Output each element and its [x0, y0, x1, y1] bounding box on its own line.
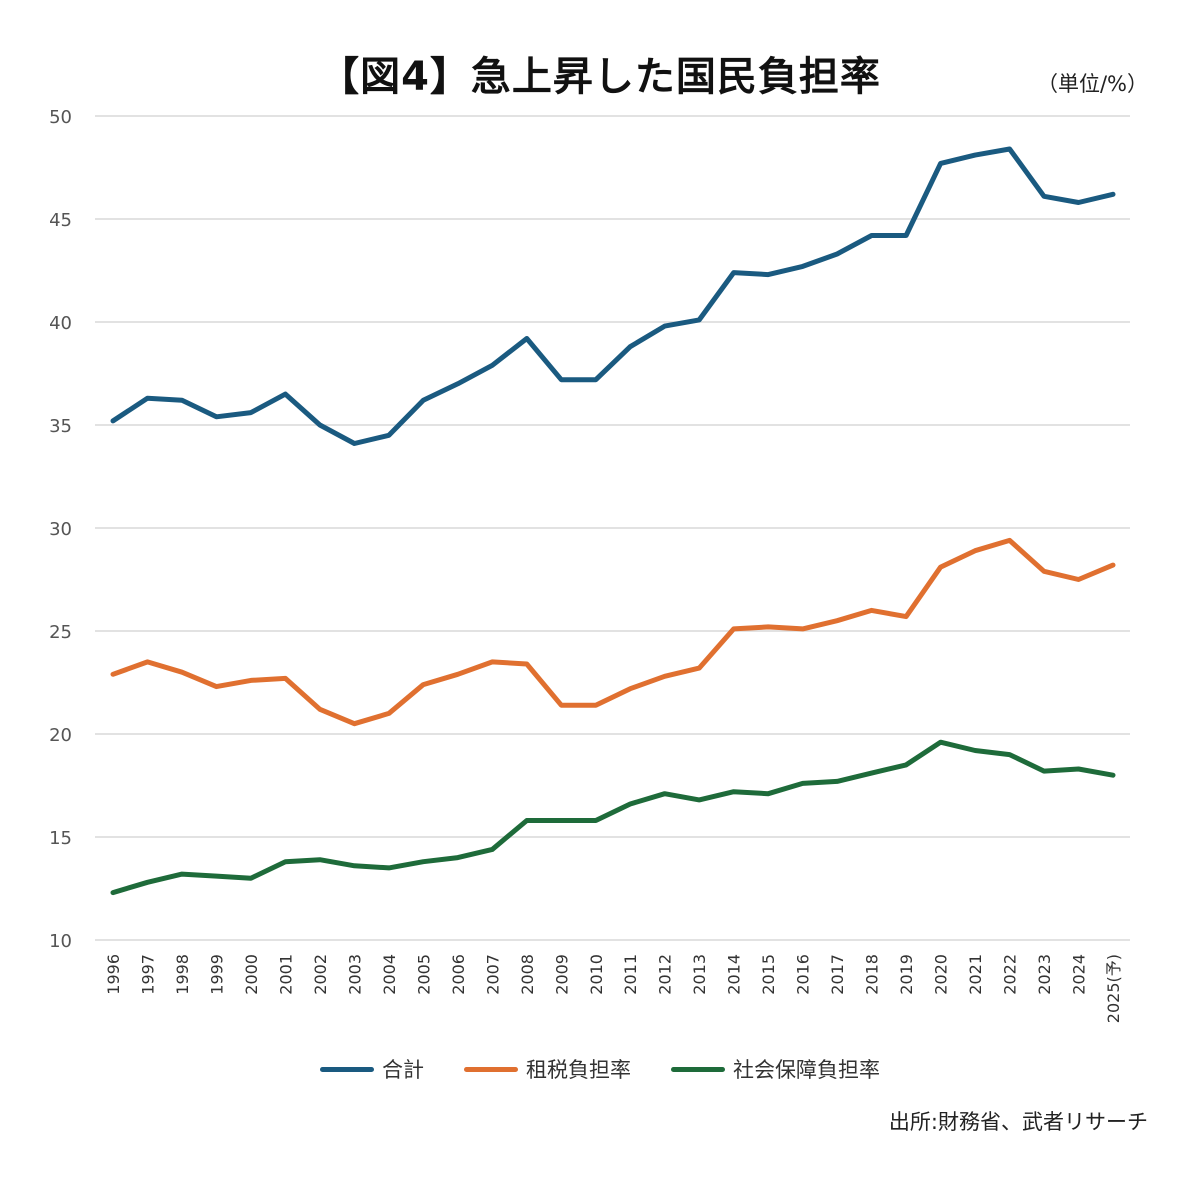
x-tick-label: 2013 — [690, 954, 709, 995]
x-tick-label: 2014 — [725, 954, 744, 995]
x-tick-label: 2012 — [656, 954, 675, 995]
y-tick-label: 40 — [49, 313, 72, 334]
x-tick-label: 2002 — [311, 954, 330, 995]
x-tick-label: 2023 — [1035, 954, 1054, 995]
x-tick-label: 1996 — [104, 954, 123, 995]
y-tick-label: 30 — [49, 519, 72, 540]
x-tick-label: 2003 — [345, 954, 364, 995]
x-tick-label: 2006 — [449, 954, 468, 995]
legend-label-social: 社会保障負担率 — [733, 1058, 880, 1082]
x-tick-label: 2021 — [966, 954, 985, 995]
y-tick-label: 35 — [49, 416, 72, 437]
legend-label-total: 合計 — [382, 1058, 424, 1082]
y-tick-label: 50 — [49, 107, 72, 128]
x-tick-label: 2018 — [863, 954, 882, 995]
x-tick-label: 2016 — [794, 954, 813, 995]
gridlines — [95, 115, 1130, 941]
x-tick-label: 2004 — [380, 954, 399, 995]
x-tick-label: 2015 — [759, 954, 778, 995]
y-tick-label: 15 — [49, 828, 72, 849]
legend: 合計 租税負担率 社会保障負担率 — [0, 1054, 1200, 1084]
legend-item-social: 社会保障負担率 — [671, 1054, 880, 1084]
x-tick-label: 1999 — [207, 954, 226, 995]
y-tick-label: 20 — [49, 725, 72, 746]
x-tick-label: 2007 — [483, 954, 502, 995]
series-line-total — [110, 146, 1116, 446]
x-tick-label: 2011 — [621, 954, 640, 995]
x-tick-label: 2017 — [828, 954, 847, 995]
legend-swatch-social — [671, 1066, 725, 1072]
x-tick-label: 2001 — [276, 954, 295, 995]
legend-swatch-total — [320, 1066, 374, 1072]
x-tick-label: 2019 — [897, 954, 916, 995]
x-tick-label: 2010 — [587, 954, 606, 995]
x-tick-label: 1998 — [173, 954, 192, 995]
x-tick-label: 2008 — [518, 954, 537, 995]
legend-item-tax: 租税負担率 — [464, 1054, 631, 1084]
x-tick-label: 2025(予) — [1104, 954, 1123, 1023]
x-tick-label: 2000 — [242, 954, 261, 995]
x-tick-label: 1997 — [138, 954, 157, 995]
x-tick-label: 2020 — [932, 954, 951, 995]
legend-swatch-tax — [464, 1066, 518, 1072]
x-tick-label: 2005 — [414, 954, 433, 995]
y-tick-label: 10 — [49, 931, 72, 952]
legend-item-total: 合計 — [320, 1054, 424, 1084]
source-note: 出所:財務省、武者リサーチ — [888, 1110, 1148, 1134]
series-line-social — [110, 739, 1116, 896]
x-axis-ticks: 1996 1997 1998 1999 2000 2001 2002 2003 2004 2005… — [104, 954, 1123, 1023]
y-tick-label: 25 — [49, 622, 72, 643]
series-lines — [110, 146, 1116, 896]
legend-label-tax: 租税負担率 — [526, 1058, 631, 1082]
series-line-tax — [110, 537, 1116, 727]
y-axis-ticks: 10 15 20 25 30 35 40 45 50 — [49, 107, 72, 952]
x-tick-label: 2024 — [1070, 954, 1089, 995]
x-tick-label: 2009 — [552, 954, 571, 995]
chart-title: 【図4】急上昇した国民負担率 — [319, 54, 881, 100]
x-tick-label: 2022 — [1001, 954, 1020, 995]
y-tick-label: 45 — [49, 210, 72, 231]
unit-label: （単位/%） — [1036, 72, 1148, 96]
